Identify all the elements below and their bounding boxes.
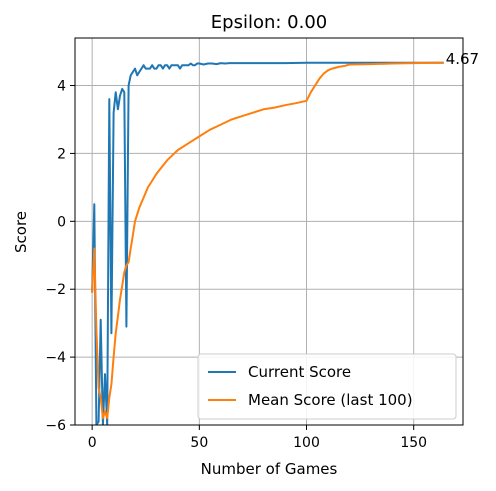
legend-box <box>197 353 457 420</box>
y-tick-label: −6 <box>45 418 66 434</box>
y-tick-label: 0 <box>57 214 66 230</box>
y-tick-label: 4 <box>57 79 66 95</box>
y-tick-label: −4 <box>45 350 66 366</box>
ticks: 0 50 100 150 −6 −4 −2 0 2 4 <box>45 79 427 451</box>
legend-label: Current Score <box>248 363 351 381</box>
series-layer <box>91 61 444 425</box>
x-tick-label: 150 <box>400 435 427 451</box>
x-axis-label: Number of Games <box>201 460 338 478</box>
final-score-annotation: 4.67 <box>446 50 479 68</box>
x-tick-label: 100 <box>293 435 320 451</box>
x-tick-label: 50 <box>190 435 208 451</box>
chart-title: Epsilon: 0.00 <box>211 12 327 33</box>
series-line-1 <box>91 61 444 420</box>
y-tick-label: −2 <box>45 282 66 298</box>
legend: Current Score Mean Score (last 100) <box>197 353 457 420</box>
y-tick-label: 2 <box>57 146 66 162</box>
legend-label: Mean Score (last 100) <box>248 391 413 409</box>
series-line-0 <box>91 61 444 425</box>
y-axis-label: Score <box>12 211 30 253</box>
plot-frame <box>74 37 464 426</box>
x-tick-label: 0 <box>88 435 97 451</box>
